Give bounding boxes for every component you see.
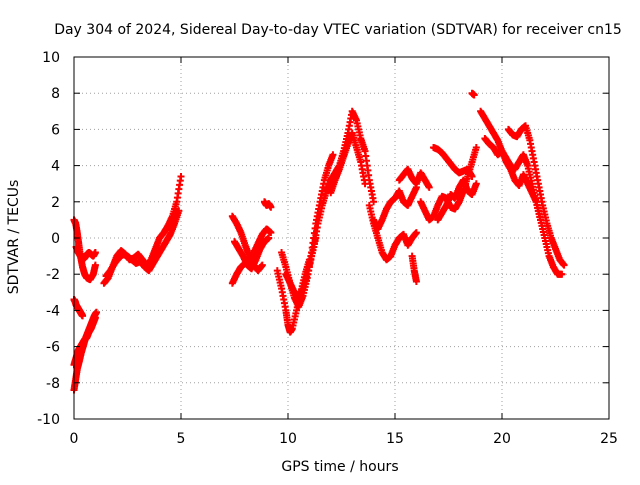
data-point — [468, 172, 476, 180]
data-point — [92, 308, 100, 316]
x-tick-label: 5 — [177, 431, 186, 447]
x-tick-label: 20 — [493, 431, 511, 447]
data-point — [79, 312, 87, 320]
x-tick-label: 10 — [279, 431, 297, 447]
y-tick-label: 2 — [51, 195, 60, 211]
grid-layer — [74, 57, 609, 419]
data-point — [175, 207, 183, 215]
data-point — [91, 248, 99, 256]
series-s22 — [430, 144, 476, 180]
y-tick-label: 10 — [42, 50, 60, 66]
data-point — [412, 229, 420, 237]
x-tick-label: 0 — [70, 431, 79, 447]
y-tick-label: 6 — [51, 122, 60, 138]
series-s20 — [408, 252, 420, 285]
series-s10 — [231, 234, 273, 273]
data-point — [470, 91, 478, 99]
data-point — [91, 314, 99, 322]
series-s24 — [468, 89, 478, 99]
ticks-layer: 0 5 10 15 20 25 -10 -8 -6 -4 -2 0 2 4 6 8 10 — [37, 50, 618, 447]
series-s2 — [72, 243, 99, 264]
series-s23 — [434, 176, 480, 224]
chart-title: Day 304 of 2024, Sidereal Day-to-day VTE… — [54, 22, 622, 38]
data-point — [412, 277, 420, 285]
y-tick-label: 8 — [51, 86, 60, 102]
y-tick-label: -4 — [46, 303, 60, 319]
y-axis-label: SDTVAR / TECUs — [6, 180, 22, 295]
data-point — [267, 203, 275, 211]
data-point — [558, 270, 566, 278]
data-point — [265, 234, 273, 242]
data-point — [560, 261, 568, 269]
x-tick-label: 15 — [386, 431, 404, 447]
series-s16 — [327, 129, 369, 197]
y-tick-label: 4 — [51, 159, 60, 175]
y-tick-label: -6 — [46, 340, 60, 356]
x-tick-label: 25 — [600, 431, 618, 447]
y-tick-label: -8 — [46, 376, 60, 392]
series-s19 — [395, 165, 433, 191]
series-s7 — [102, 207, 183, 280]
data-point — [472, 180, 480, 188]
data-point — [177, 172, 185, 180]
y-tick-label: -2 — [46, 267, 60, 283]
series-s14 — [282, 151, 337, 300]
data-point — [472, 144, 480, 151]
series-s27 — [504, 122, 568, 269]
x-axis-label: GPS time / hours — [281, 459, 398, 475]
y-tick-label: 0 — [51, 231, 60, 247]
marks-layer — [70, 89, 568, 394]
data-point — [329, 151, 337, 159]
data-point — [258, 261, 266, 269]
data-point — [370, 198, 378, 206]
data-point — [361, 180, 369, 188]
data-point — [267, 229, 275, 237]
series-s4 — [70, 314, 99, 369]
series-s26 — [481, 134, 545, 224]
series-s5 — [70, 296, 87, 320]
series-s11 — [260, 198, 275, 211]
data-point — [425, 183, 433, 191]
data-point — [91, 261, 99, 269]
series-s18 — [370, 183, 420, 233]
y-tick-label: -10 — [37, 412, 60, 428]
